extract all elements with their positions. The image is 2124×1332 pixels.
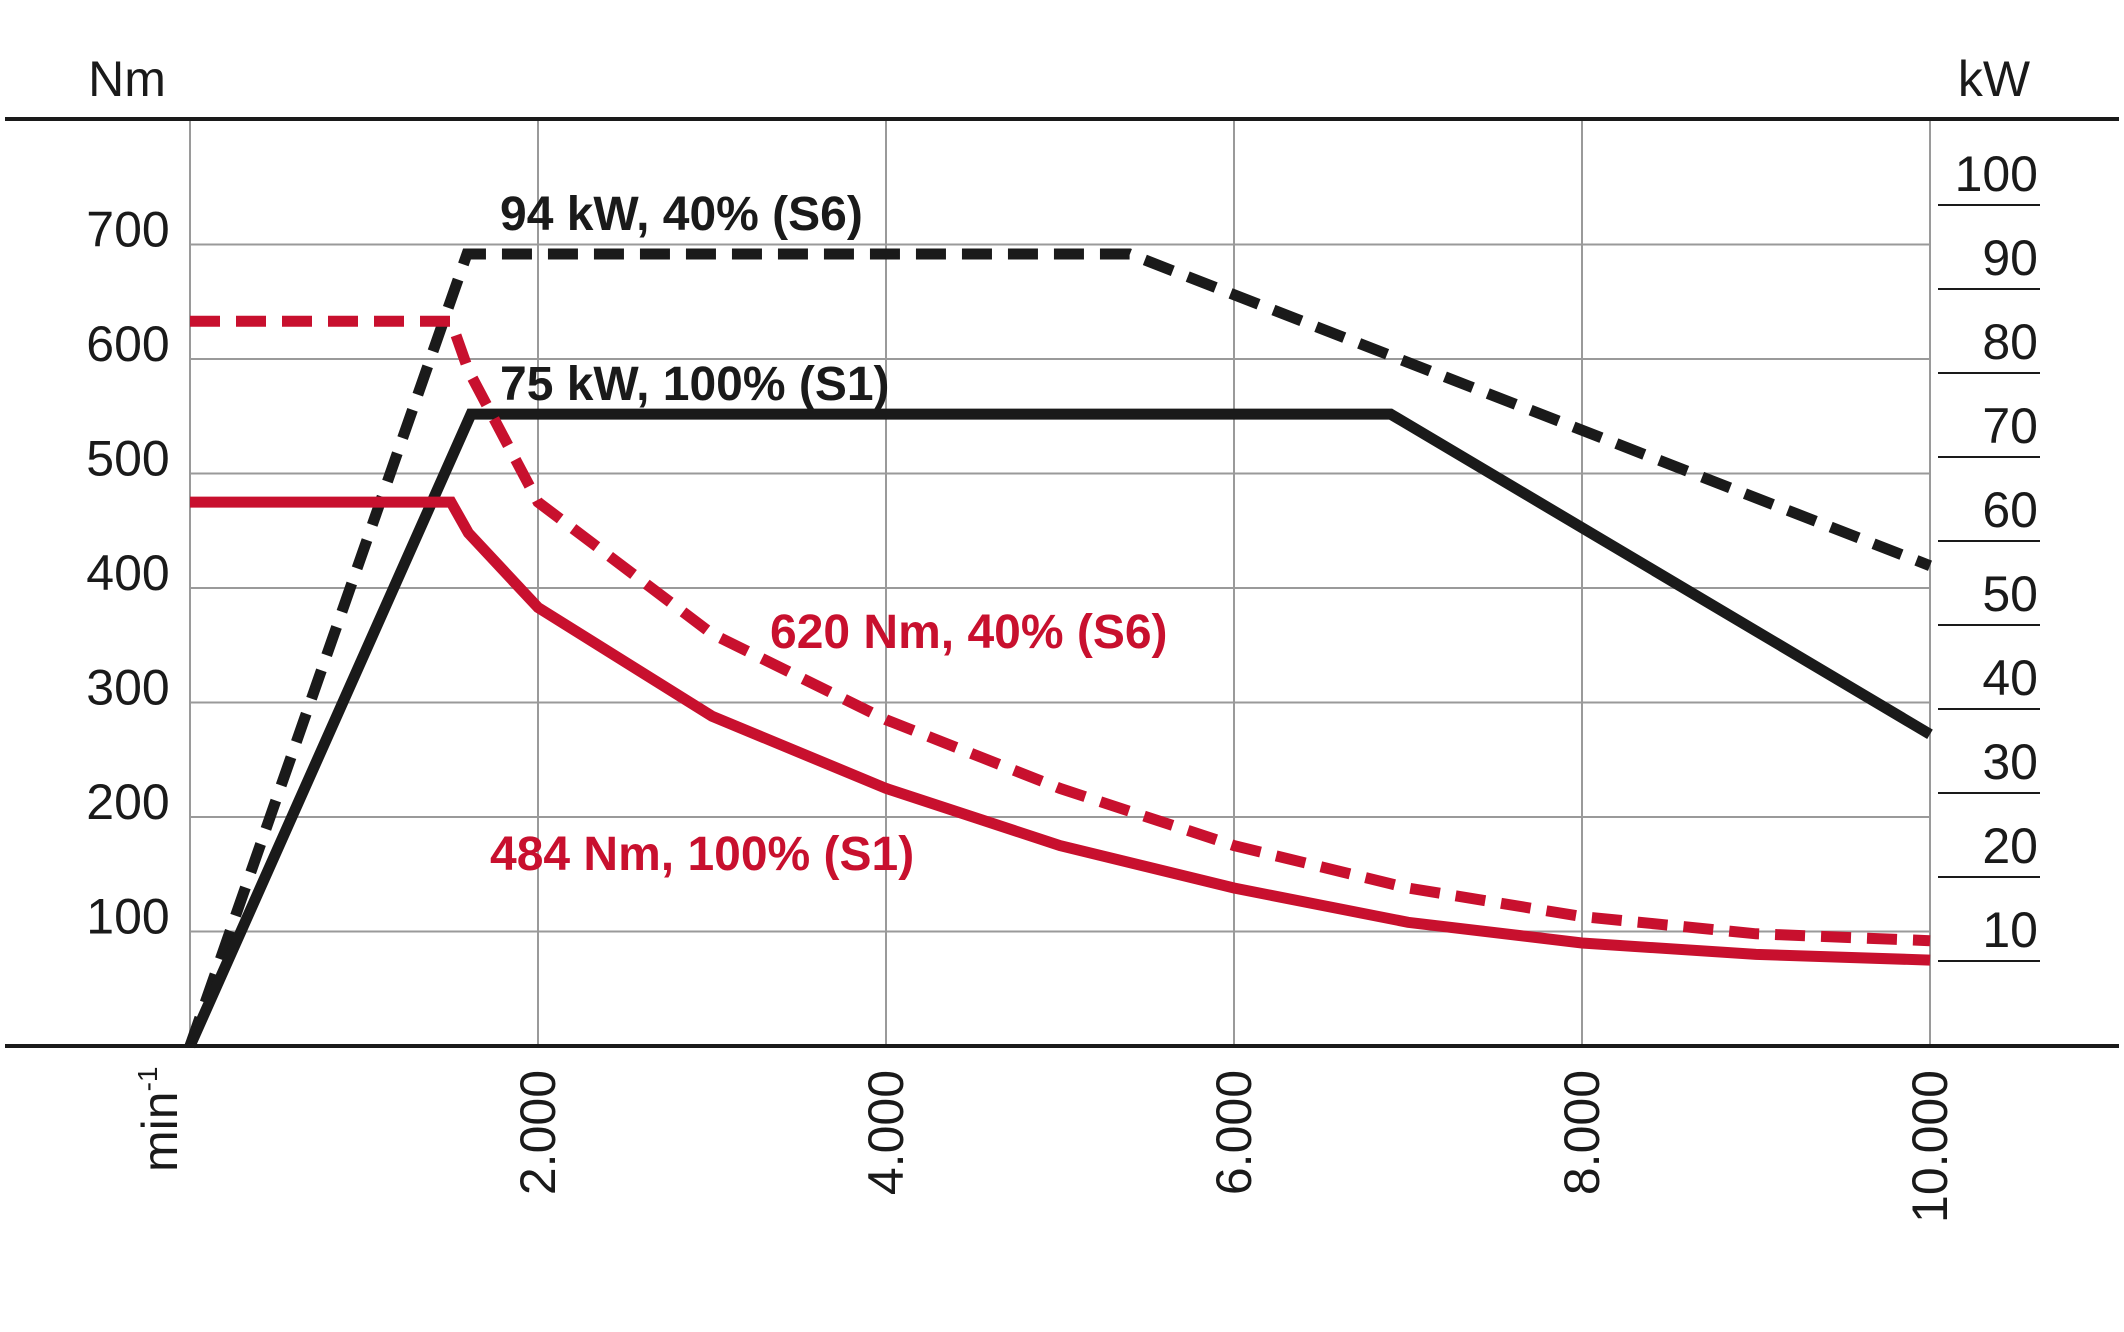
left-tick-label: 300 <box>86 660 169 716</box>
right-tick-label: 50 <box>1982 566 2038 622</box>
right-tick-label: 100 <box>1955 146 2038 202</box>
left-tick-label: 200 <box>86 774 169 830</box>
x-axis-unit-superscript: -1 <box>132 1067 163 1092</box>
left-axis-unit: Nm <box>88 51 166 107</box>
series-lines <box>184 248 1933 1049</box>
series-label-2: 620 Nm, 40% (S6) <box>770 606 1168 659</box>
x-tick-label: 6.000 <box>1206 1070 1262 1195</box>
tick-labels: 100 200 300 400 500 600 700 Nm 10 20 30 40 50 60 70 80 9… <box>86 51 2038 1223</box>
left-tick-label: 500 <box>86 431 169 487</box>
right-tick-label: 10 <box>1982 902 2038 958</box>
series-label-1: 75 kW, 100% (S1) <box>500 358 890 411</box>
series-line-1 <box>184 408 1933 1049</box>
right-tick-label: 90 <box>1982 230 2038 286</box>
right-tick-label: 40 <box>1982 650 2038 706</box>
series-label-3: 484 Nm, 100% (S1) <box>490 828 914 881</box>
x-tick-label: 8.000 <box>1554 1070 1610 1195</box>
right-tick-label: 70 <box>1982 398 2038 454</box>
right-axis-unit: kW <box>1958 51 2031 107</box>
x-tick-label: 4.000 <box>858 1070 914 1195</box>
right-tick-label: 20 <box>1982 818 2038 874</box>
axis-frame <box>5 117 2119 1048</box>
left-tick-label: 700 <box>86 202 169 258</box>
right-tick-label: 30 <box>1982 734 2038 790</box>
x-axis-unit: min-1 <box>132 1067 188 1172</box>
x-tick-label: 2.000 <box>510 1070 566 1195</box>
series-label-0: 94 kW, 40% (S6) <box>500 188 863 241</box>
series-annotations: 94 kW, 40% (S6) 75 kW, 100% (S1) 620 Nm, 4… <box>490 188 1168 881</box>
left-tick-label: 600 <box>86 316 169 372</box>
x-tick-label: 10.000 <box>1902 1070 1958 1223</box>
series-line-2 <box>190 315 1931 947</box>
x-axis-unit-base: min <box>132 1091 188 1172</box>
right-tick-label: 60 <box>1982 482 2038 538</box>
right-tick-label: 80 <box>1982 314 2038 370</box>
series-line-0 <box>184 248 1932 1048</box>
series-line-3 <box>190 496 1931 966</box>
right-axis-ticks <box>1938 204 2040 962</box>
left-tick-label: 100 <box>86 889 169 945</box>
left-tick-label: 400 <box>86 545 169 601</box>
grid <box>189 119 1931 1046</box>
